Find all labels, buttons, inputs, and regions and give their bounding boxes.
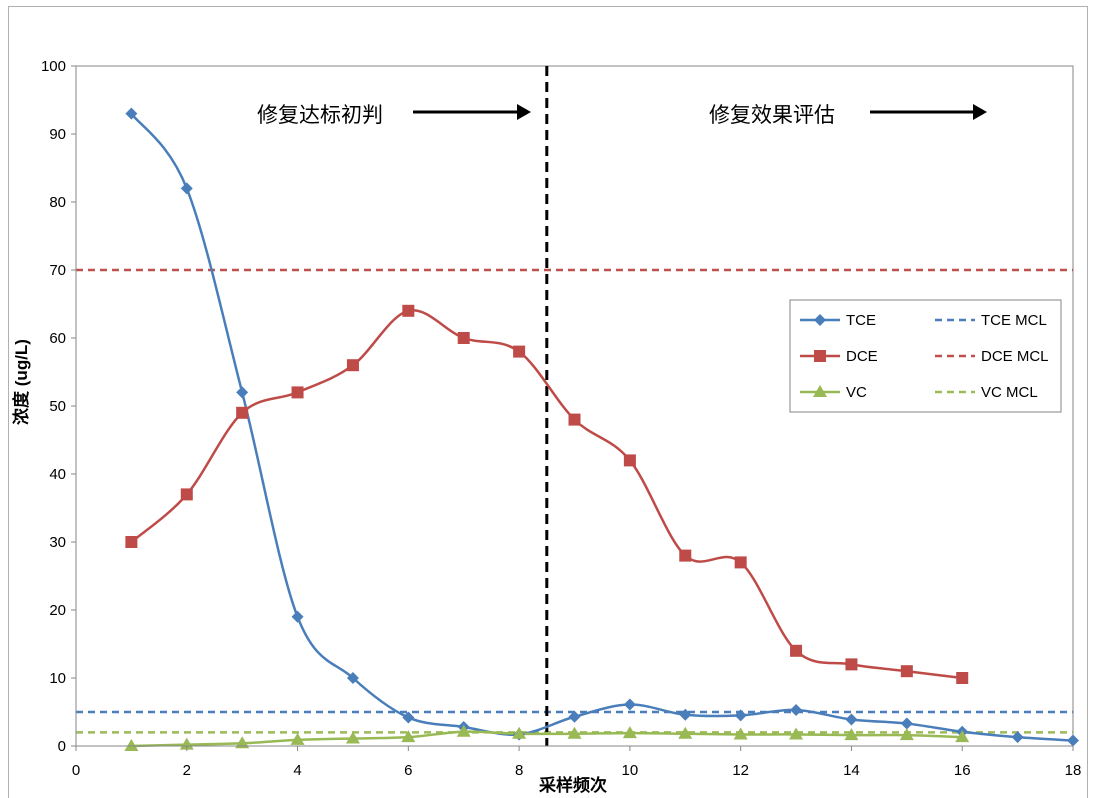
data-point [956,672,969,684]
data-point [623,698,636,711]
data-point [900,717,913,730]
annotation-label: 修复达标初判 [257,104,383,127]
y-tick-label: 100 [41,58,66,75]
legend-label: DCE MCL [981,348,1049,365]
y-tick-label: 90 [49,126,66,143]
data-point [180,182,193,195]
data-point [124,739,139,751]
y-tick-label: 30 [49,534,66,551]
data-point [512,726,527,739]
annotations: 修复达标初判 修复效果评估 [257,104,987,127]
series-line [130,112,1074,742]
data-point [845,658,858,671]
legend-label: VC MCL [981,384,1038,401]
x-tick-label: 18 [1065,762,1082,779]
y-tick-label: 70 [49,262,66,279]
data-point [734,556,747,569]
y-tick-label: 80 [49,194,66,211]
x-tick-label: 16 [954,762,971,779]
data-point [236,406,249,419]
data-point [734,709,747,722]
data-point [291,610,304,623]
data-point [346,672,359,684]
chart-frame [8,6,1088,798]
legend-marker [813,385,827,397]
data-point [290,732,305,745]
data-point [125,536,138,548]
data-point [844,728,859,741]
data-point [1067,734,1079,747]
legend-label: VC [846,384,867,401]
data-point [678,726,693,739]
data-point [346,359,359,372]
data-point [733,727,748,740]
data-point [790,703,803,716]
x-tick-label: 4 [293,762,301,779]
legend-label: TCE [846,312,876,329]
data-point [955,730,970,743]
data-point [513,345,526,358]
data-point [623,454,636,467]
legend-marker [814,350,826,362]
legend-marker [814,314,826,326]
y-axis-label: 浓度 (ug/L) [11,339,31,425]
data-point [1011,731,1024,744]
data-point [679,708,692,721]
y-tick-label: 50 [49,398,66,415]
data-point [568,710,581,723]
data-point [345,731,360,744]
data-point [235,736,250,749]
annotation-label: 修复效果评估 [709,104,835,127]
data-point [622,726,637,739]
data-point [456,724,471,737]
y-tick-label: 60 [49,330,66,347]
x-tick-label: 2 [183,762,191,779]
y-tick-label: 40 [49,466,66,483]
data-point [845,713,858,726]
axes: 0 10 20 30 40 50 60 70 80 90 100 0 2 4 6 8 10 12 14 16 18 [41,58,1081,779]
y-tick-label: 20 [49,602,66,619]
x-axis-label: 采样频次 [538,775,607,795]
data-point [568,413,581,426]
data-point [899,728,914,741]
data-point [401,730,416,743]
x-tick-label: 0 [72,762,80,779]
legend-label: TCE MCL [981,312,1047,329]
series-markers [124,107,1079,751]
data-point [236,386,249,399]
data-point [402,304,415,317]
x-tick-label: 14 [843,762,860,779]
data-point [125,107,138,120]
data-point [567,726,582,739]
data-point [291,386,304,399]
data-point [790,644,803,657]
data-point [180,488,193,501]
y-tick-label: 10 [49,670,66,687]
data-point [402,711,415,724]
data-point [179,737,194,750]
x-tick-label: 8 [515,762,523,779]
data-point [900,665,913,678]
legend: TCE DCE VC TCE MCL DCE MCL VC MCL [789,299,1062,413]
data-point [679,549,692,562]
x-tick-label: 10 [622,762,639,779]
data-point [457,332,470,344]
data-point [789,727,804,740]
series-line [131,730,963,748]
x-tick-label: 12 [732,762,749,779]
y-tick-label: 0 [58,738,66,755]
legend-label: DCE [846,348,878,365]
x-tick-label: 6 [404,762,412,779]
arrow-head [517,104,531,120]
series-lines [130,112,1074,748]
arrow-head [973,104,987,120]
